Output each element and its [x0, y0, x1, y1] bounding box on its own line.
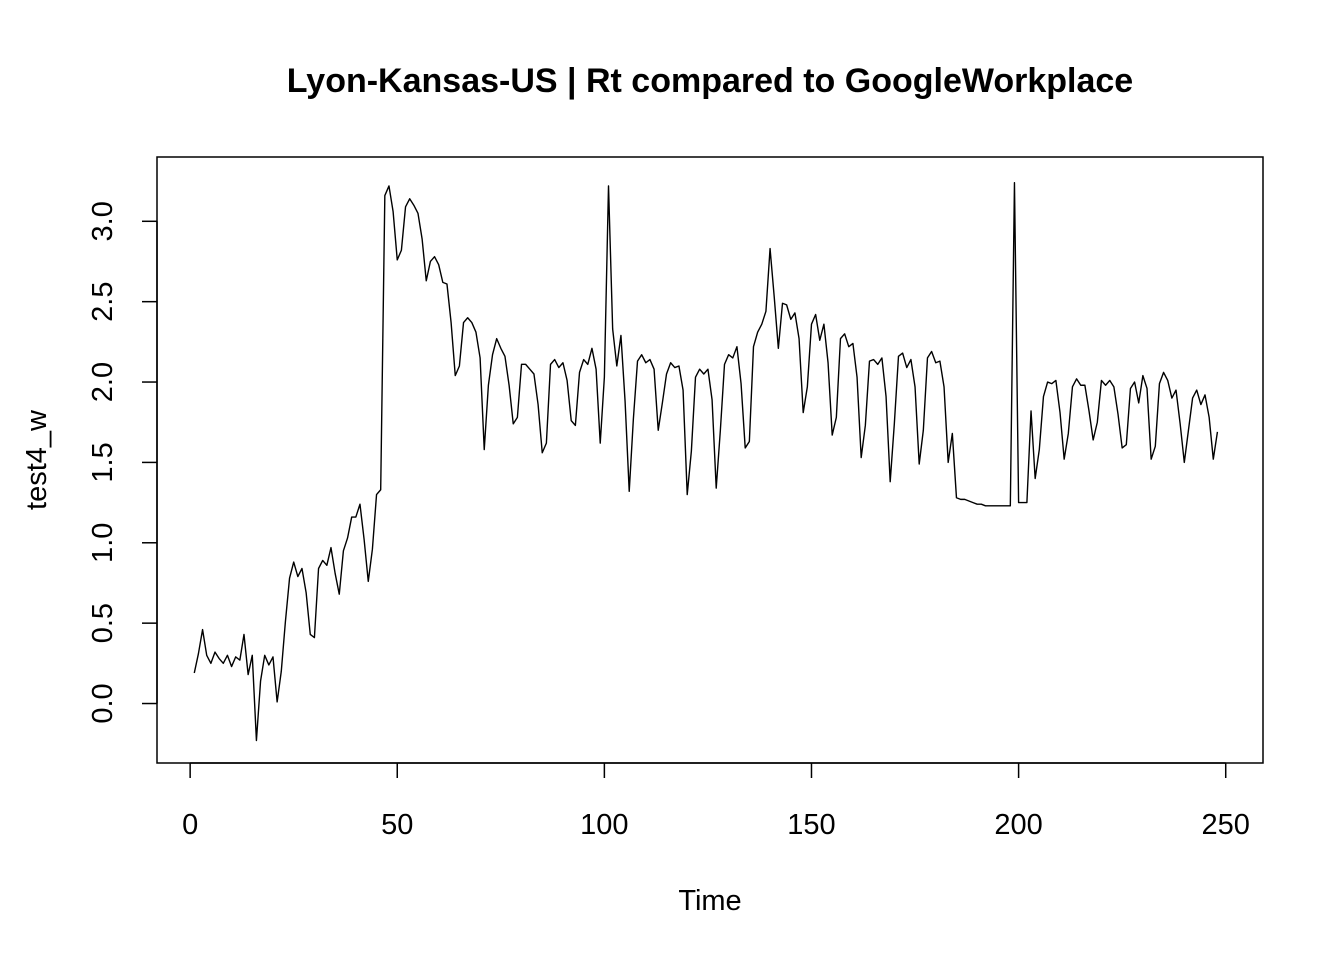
y-tick-label: 1.5 — [87, 442, 119, 482]
y-tick-label: 0.0 — [87, 683, 119, 723]
x-tick-label: 100 — [580, 809, 628, 841]
x-axis-label: Time — [678, 885, 741, 917]
x-tick-label: 150 — [787, 809, 835, 841]
plot-frame — [156, 156, 1264, 764]
x-tick-label: 250 — [1202, 809, 1250, 841]
series-group — [193, 182, 1219, 742]
chart-title: Lyon-Kansas-US | Rt compared to GoogleWo… — [287, 62, 1133, 100]
y-tick-label: 2.0 — [87, 362, 119, 402]
x-tick-label: 200 — [994, 809, 1042, 841]
series-line — [193, 182, 1219, 742]
y-tick-label: 2.5 — [87, 282, 119, 322]
x-tick-label: 50 — [381, 809, 413, 841]
y-axis: 0.0 0.5 1.0 1.5 2.0 2.5 3.0 — [87, 201, 158, 724]
x-tick-label: 0 — [182, 809, 198, 841]
y-tick-label: 1.0 — [87, 523, 119, 563]
y-tick-label: 3.0 — [87, 201, 119, 241]
y-tick-label: 0.5 — [87, 603, 119, 643]
y-axis-label: test4_w — [21, 409, 53, 510]
x-axis: 0 50 100 150 200 250 — [182, 762, 1250, 841]
